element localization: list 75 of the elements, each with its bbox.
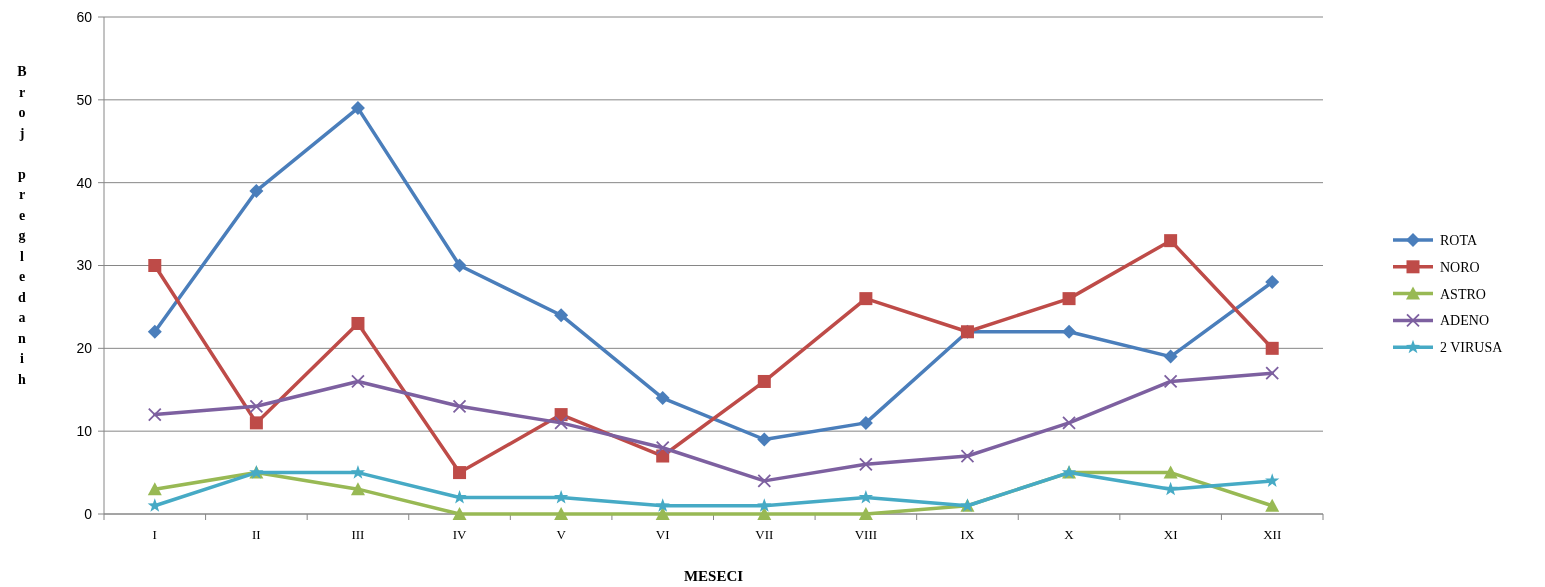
point: [554, 507, 569, 520]
point: [1164, 234, 1178, 248]
y-tick-label: 10: [76, 423, 93, 440]
point: [655, 498, 670, 512]
x-tick-label: VI: [655, 527, 670, 542]
legend-label: NORO: [1440, 259, 1480, 275]
x-tick-label: V: [556, 527, 567, 542]
point: [655, 507, 670, 520]
point: [1265, 275, 1280, 290]
x-tick-label: XI: [1163, 527, 1178, 542]
legend-label: ASTRO: [1440, 286, 1486, 302]
x-tick-label: VIII: [854, 527, 878, 542]
x-tick-label: III: [351, 527, 365, 542]
point: [553, 489, 569, 504]
x-axis-title: MESECI: [683, 568, 744, 584]
point: [858, 489, 874, 504]
y-tick-label: 60: [76, 8, 93, 25]
point: [147, 324, 162, 339]
point: [1163, 481, 1178, 496]
point: [1163, 374, 1178, 389]
point: [655, 440, 670, 455]
point: [148, 259, 162, 272]
point: [147, 498, 162, 512]
point: [757, 432, 772, 447]
point: [249, 399, 264, 414]
legend-label: ROTA: [1440, 232, 1478, 248]
point: [554, 415, 569, 430]
point: [554, 308, 569, 323]
y-tick-label: 30: [76, 257, 93, 274]
point: [655, 391, 670, 406]
point: [858, 415, 873, 430]
x-tick-label: IX: [960, 527, 975, 542]
legend-label: 2 VIRUSA: [1440, 340, 1504, 356]
point: [351, 374, 365, 389]
y-tick-label: 40: [76, 174, 93, 191]
y-tick-label: 50: [76, 91, 93, 108]
point: [1265, 498, 1280, 512]
point: [960, 449, 975, 463]
x-tick-label: I: [152, 527, 157, 542]
point: [147, 482, 162, 496]
point: [249, 183, 264, 198]
point: [757, 374, 771, 388]
point: [1062, 292, 1076, 306]
point: [350, 482, 365, 496]
text: Broj pregledanih: [17, 64, 27, 387]
y-tick-label: 0: [84, 505, 93, 522]
point: [757, 507, 772, 520]
point: [452, 399, 467, 414]
point: [757, 498, 772, 512]
point: [859, 292, 873, 306]
point: [1265, 366, 1280, 381]
point: [350, 465, 366, 479]
x-tick-label: II: [252, 527, 261, 542]
point: [147, 407, 162, 422]
point: [249, 416, 263, 430]
point: [452, 258, 467, 273]
point: [452, 507, 467, 520]
point: [350, 101, 365, 116]
point: [858, 507, 873, 520]
legend-label: ADENO: [1440, 313, 1489, 329]
point: [858, 457, 873, 472]
point: [1265, 341, 1279, 355]
point: [351, 316, 365, 330]
point: [1062, 415, 1076, 430]
y-tick-label: 20: [76, 340, 93, 357]
point: [757, 473, 772, 488]
point: [1163, 465, 1178, 479]
point: [453, 466, 467, 480]
x-tick-label: XII: [1263, 527, 1282, 542]
point: [1062, 324, 1077, 339]
point: [1163, 349, 1178, 364]
point: [1265, 473, 1280, 487]
x-tick-label: VII: [755, 527, 774, 542]
x-tick-label: X: [1064, 527, 1075, 542]
x-tick-label: IV: [452, 527, 468, 542]
